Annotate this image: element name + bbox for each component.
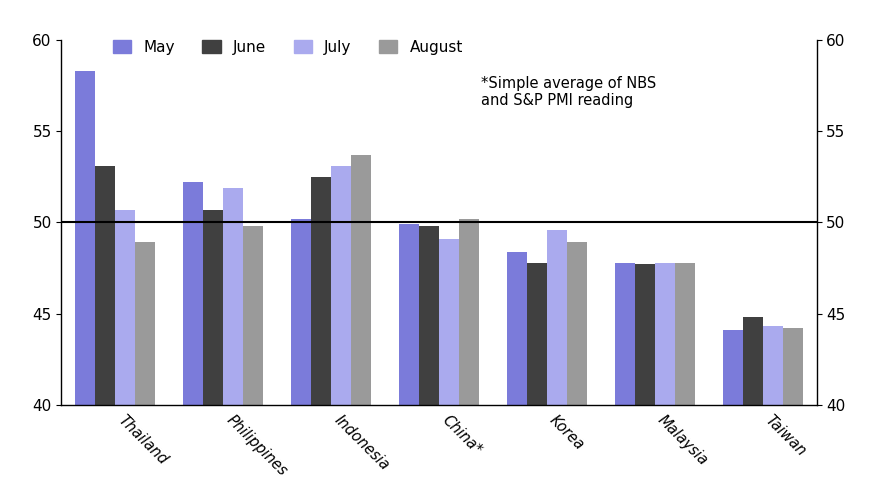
Bar xyxy=(418,226,438,405)
Bar xyxy=(654,262,674,405)
Bar xyxy=(183,182,203,405)
Bar xyxy=(546,230,567,405)
Bar xyxy=(399,224,418,405)
Bar xyxy=(96,165,115,405)
Bar xyxy=(762,327,781,405)
Bar xyxy=(291,219,310,405)
Bar xyxy=(243,226,263,405)
Bar xyxy=(223,188,243,405)
Bar xyxy=(75,71,96,405)
Bar xyxy=(742,317,762,405)
Bar xyxy=(351,155,371,405)
Bar xyxy=(135,243,155,405)
Bar xyxy=(438,239,459,405)
Bar xyxy=(722,330,742,405)
Bar xyxy=(526,262,546,405)
Bar xyxy=(203,209,223,405)
Bar xyxy=(674,262,694,405)
Bar xyxy=(614,262,634,405)
Bar xyxy=(310,176,331,405)
Bar xyxy=(459,219,478,405)
Bar xyxy=(567,243,586,405)
Bar xyxy=(331,165,351,405)
Legend: May, June, July, August: May, June, July, August xyxy=(113,40,462,55)
Bar xyxy=(634,264,654,405)
Bar xyxy=(781,329,802,405)
Bar xyxy=(506,251,526,405)
Bar xyxy=(115,209,135,405)
Text: *Simple average of NBS
and S&P PMI reading: *Simple average of NBS and S&P PMI readi… xyxy=(480,76,655,109)
